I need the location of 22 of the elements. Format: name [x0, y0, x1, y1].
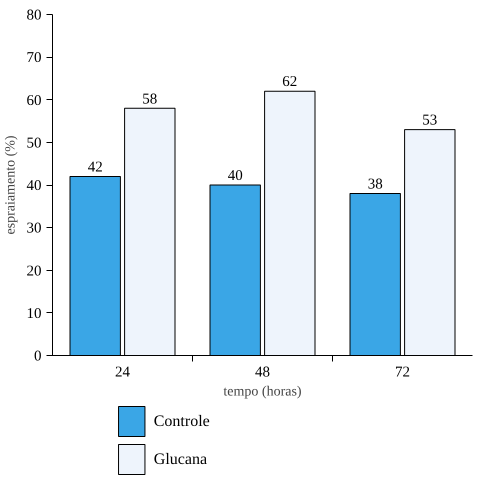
- y-tick-label: 70: [26, 50, 42, 66]
- legend-label: Glucana: [154, 451, 208, 468]
- y-tick-label: 30: [26, 220, 42, 237]
- y-tick-label: 0: [34, 348, 42, 364]
- x-tick-label: 24: [115, 364, 130, 380]
- y-axis-title: espraiamento (%): [4, 135, 18, 235]
- data-label: 53: [422, 112, 438, 129]
- x-tick-label: 48: [255, 364, 270, 380]
- data-label: 38: [368, 176, 383, 193]
- x-tick-label: 72: [395, 364, 410, 380]
- x-axis-title: tempo (horas): [223, 384, 302, 400]
- y-tick-label: 60: [26, 92, 42, 109]
- y-tick-label: 10: [26, 306, 42, 322]
- data-label: 58: [142, 91, 158, 108]
- y-tick-label: 20: [26, 263, 42, 280]
- data-label: 42: [88, 159, 103, 176]
- y-tick-label: 40: [26, 178, 42, 194]
- y-tick-label: 50: [26, 135, 42, 152]
- data-label: 62: [282, 74, 298, 90]
- y-tick-label: 80: [26, 8, 42, 24]
- data-label: 40: [228, 168, 243, 184]
- legend-label: Controle: [154, 413, 210, 430]
